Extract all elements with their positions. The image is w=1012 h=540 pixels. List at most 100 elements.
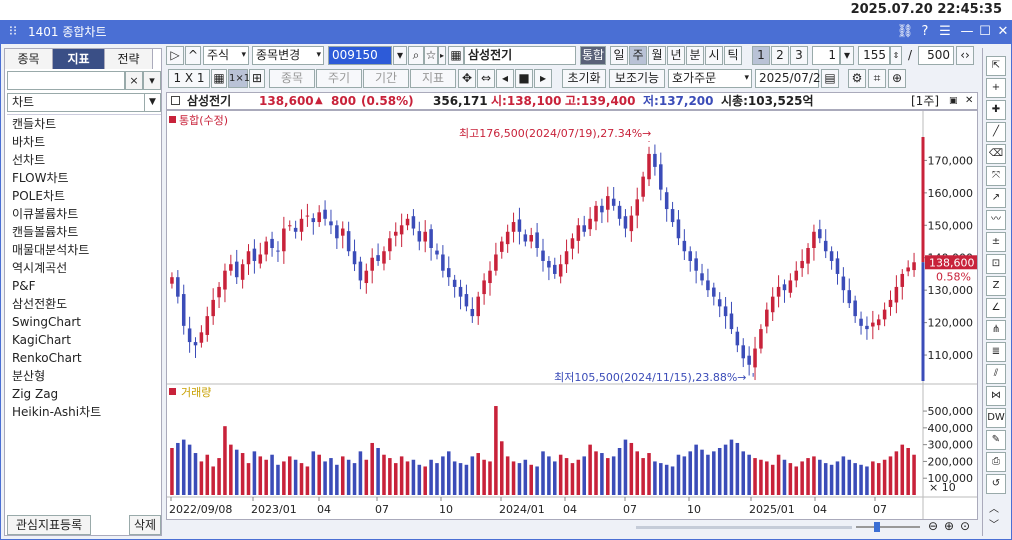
layout-2-button[interactable]: 2 (771, 46, 789, 65)
scroll-up-icon[interactable]: ︿ (989, 504, 999, 515)
chart-area[interactable]: 통합(수정) 거래량 170,000160,000150,000140,0001… (166, 110, 978, 520)
window-menu-icon[interactable]: ⁝⁝ (8, 24, 18, 39)
close-icon[interactable]: ✕ (997, 24, 1009, 39)
stock-name-field[interactable]: 삼성전기 (464, 46, 576, 65)
table-grid-icon[interactable]: ▦ (211, 69, 227, 88)
wave-line-icon[interactable]: 〰 (986, 210, 1006, 230)
stock-change-select[interactable]: 종목변경 ▾ (252, 46, 324, 65)
undo-icon[interactable]: ↺ (986, 474, 1006, 494)
crosshair-icon[interactable]: ✥ (458, 69, 476, 88)
chart-type-item[interactable]: KagiChart (12, 333, 71, 347)
period-day[interactable]: 일 (610, 46, 628, 65)
reset-button[interactable]: 초기화 (562, 69, 606, 88)
period-year[interactable]: 년 (667, 46, 685, 65)
add-chart-icon[interactable]: ⊕ (888, 69, 906, 88)
settings-icon[interactable]: ☰ (939, 24, 951, 39)
chart-type-item[interactable]: 역시계곡선 (12, 261, 68, 275)
period-hour[interactable]: 시 (705, 46, 723, 65)
chart-type-item[interactable]: POLE차트 (12, 189, 66, 203)
panel-max-icon[interactable]: ▣ (949, 96, 958, 106)
tab-strategy[interactable]: 전략 (105, 49, 153, 69)
sync-range-button[interactable]: 기간 (363, 69, 409, 88)
note-tool-icon[interactable]: ✎ (986, 430, 1006, 450)
zoom-fit-icon[interactable]: ⊙ (960, 519, 971, 533)
panel-close-icon[interactable]: ✕ (965, 95, 974, 106)
stock-code-input[interactable]: 009150 (328, 46, 392, 65)
zigzag-tool-icon[interactable]: Z (986, 276, 1006, 296)
panel-toggle-button[interactable]: ▷ (166, 46, 184, 65)
tool-settings-icon[interactable]: + (986, 78, 1006, 98)
grid-icon[interactable]: ▦ (448, 46, 464, 65)
sync-indicator-button[interactable]: 지표 (410, 69, 456, 88)
minimize-icon[interactable]: — (960, 24, 974, 39)
integrated-button[interactable]: 통합 (580, 46, 606, 65)
gear-icon[interactable]: ⚙ (848, 69, 866, 88)
pattern-tool-icon[interactable]: ⋈ (986, 386, 1006, 406)
favorite-star-icon[interactable]: ☆ (424, 46, 438, 65)
chart-type-item[interactable]: 바차트 (12, 135, 46, 149)
code-dropdown-button[interactable]: ▾ (393, 46, 407, 65)
zoom-in-icon[interactable]: ⊕ (944, 519, 955, 533)
search-clear-button[interactable]: × (125, 71, 143, 90)
magnet-icon[interactable]: ⤧ (986, 166, 1006, 186)
tab-stock[interactable]: 종목 (5, 49, 53, 69)
layout-3-button[interactable]: 3 (790, 46, 808, 65)
aux-function-button[interactable]: 보조기능 (609, 69, 665, 88)
date-input[interactable]: 2025/07/20 (755, 69, 828, 88)
trend-line-icon[interactable]: ╱ (986, 122, 1006, 142)
compress-icon[interactable]: ⇔ (477, 69, 495, 88)
cross-tool-icon[interactable]: ✚ (986, 100, 1006, 120)
period-minute[interactable]: 분 (686, 46, 704, 65)
chart-settings-icon[interactable]: ⌗ (868, 69, 886, 88)
ratio-button[interactable]: 1 X 1 (168, 69, 210, 88)
category-select[interactable]: 차트 ▼ (7, 93, 161, 112)
count-input-1[interactable]: 1 (812, 46, 840, 65)
expand-icon[interactable]: ‹› (956, 46, 974, 65)
angle-tool-icon[interactable]: ∠ (986, 298, 1006, 318)
arrow-up-button[interactable]: ^ (185, 46, 201, 65)
period-month[interactable]: 월 (648, 46, 666, 65)
period-week[interactable]: 주 (629, 46, 647, 65)
text-tool-icon[interactable]: DW (986, 408, 1006, 428)
next-arrow-button[interactable]: ▸ (438, 46, 446, 65)
chart-type-item[interactable]: P&F (12, 279, 36, 293)
period-tick[interactable]: 틱 (724, 46, 742, 65)
candlestick-chart[interactable]: 통합(수정) 거래량 170,000160,000150,000140,0001… (167, 111, 977, 519)
eraser-icon[interactable]: ⌫ (986, 144, 1006, 164)
chart-type-item[interactable]: FLOW차트 (12, 171, 69, 185)
count-input-3[interactable]: 500 (918, 46, 954, 65)
info-checkbox[interactable] (171, 96, 180, 105)
market-type-select[interactable]: 주식 ▾ (203, 46, 249, 65)
scroll-left-icon[interactable]: ◂ (496, 69, 514, 88)
ray-line-icon[interactable]: ↗ (986, 188, 1006, 208)
channel-tool-icon[interactable]: ⫽ (986, 364, 1006, 384)
link-icon[interactable]: ⛓ (896, 24, 914, 39)
search-icon[interactable]: ⌕ (408, 46, 424, 65)
delete-button[interactable]: 삭제 (129, 515, 161, 535)
tab-indicator[interactable]: 지표 (53, 49, 105, 69)
maximize-icon[interactable]: ☐ (979, 24, 991, 39)
indicator-search-input[interactable] (7, 71, 125, 90)
shape-tool-icon[interactable]: ⊡ (986, 254, 1006, 274)
count-stepper[interactable]: ⇕ (890, 46, 902, 65)
chart-type-item[interactable]: 이큐볼륨차트 (12, 207, 79, 221)
count-input-2[interactable]: 155 (858, 46, 890, 65)
search-dropdown-button[interactable]: ▾ (143, 71, 161, 90)
zoom-out-icon[interactable]: ⊖ (928, 519, 939, 533)
order-select[interactable]: 호가주문 ▾ (668, 69, 752, 88)
chart-type-item[interactable]: 매물대분석차트 (12, 243, 90, 257)
chart-type-item[interactable]: Zig Zag (12, 387, 59, 401)
split-view-icon[interactable]: ⊞ (249, 69, 265, 88)
cursor-tool-icon[interactable]: ⇱ (986, 56, 1006, 76)
sync-period-button[interactable]: 주기 (316, 69, 362, 88)
chart-type-item[interactable]: 캔들볼륨차트 (12, 225, 79, 239)
scroll-right-icon[interactable]: ▸ (534, 69, 552, 88)
chart-type-item[interactable]: SwingChart (12, 315, 81, 329)
fibonacci-icon[interactable]: ≣ (986, 342, 1006, 362)
chart-type-item[interactable]: 선차트 (12, 153, 46, 167)
zoom-slider[interactable] (856, 522, 920, 532)
print-icon[interactable]: ⎙ (986, 452, 1006, 472)
count-dropdown-button[interactable]: ▾ (840, 46, 854, 65)
help-icon[interactable]: ? (921, 24, 929, 39)
single-view-icon[interactable]: 1×1 (228, 69, 250, 88)
